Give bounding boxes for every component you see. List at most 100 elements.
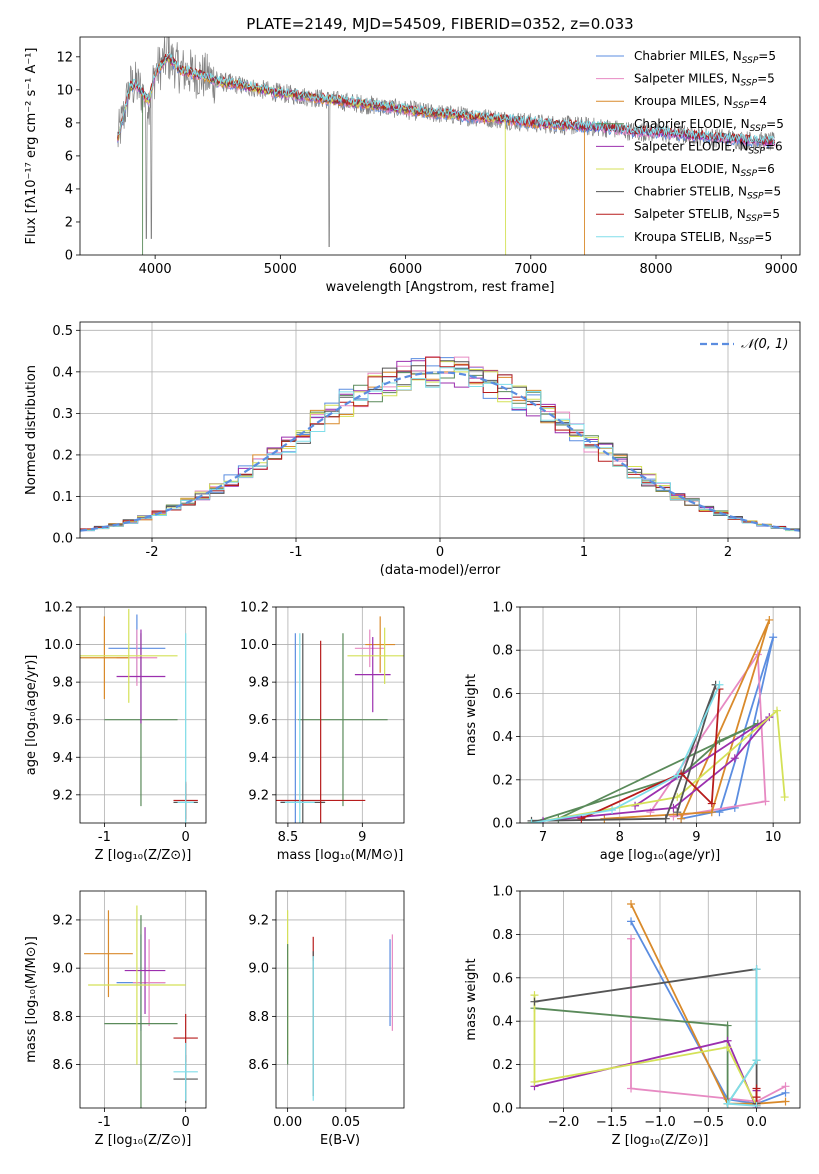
weight-marker [673,808,682,817]
x-tick-label: 7000 [514,262,547,277]
x-tick-label: −2.0 [548,1115,580,1130]
y-tick-label: 0.3 [52,407,73,422]
y-tick-label: 9.4 [52,751,73,766]
x-tick-label: 0 [182,1115,190,1130]
y-tick-label: 9.4 [248,751,269,766]
errorbar-point [132,939,166,1027]
x-tick-label: 8 [616,830,624,845]
weight-marker [761,797,770,806]
legend-label: Chabrier STELIB, NSSP=5 [634,185,781,202]
x-axis-label: Z [log₁₀(Z/Z⊙)] [95,848,192,863]
weight-line-salpeter_miles [649,651,767,818]
y-tick-label: 0.5 [52,324,73,339]
y-tick-label: 12 [56,50,73,65]
weight-line-kroupa_miles [604,619,771,820]
y-tick-label: 0.2 [52,448,73,463]
y-tick-label: 9.2 [248,788,269,803]
axes-residuals: -2 -1 0 1 2 0.0 0.1 0.2 0.3 0.4 0.5 (data-model)/er… [24,321,801,578]
weight-marker [673,771,682,780]
y-tick-label: 10.0 [44,638,73,653]
axes-age_vs_mass: 8.5 9 9.2 9.4 9.6 9.8 10.0 10.2 mass [log₁₀(M/M⊙… [240,601,405,863]
weight-marker [752,1056,761,1065]
weight-marker [600,814,609,823]
y-axis-label: Normed distribution [24,365,39,495]
errorbar-point [104,915,178,1108]
y-tick-label: 9.0 [52,962,73,977]
weight-line-kroupa_stelib [725,969,758,1107]
weight-marker [627,934,636,943]
weight-marker [752,1084,761,1093]
y-tick-label: 1.0 [492,601,513,616]
legend-label: 𝒩(0, 1) [741,337,788,352]
x-tick-label: -2 [146,545,159,560]
errorbar-point [284,633,315,823]
y-tick-label: 8 [65,116,73,131]
y-tick-label: 10.2 [44,601,73,616]
x-axis-label: (data-model)/error [380,563,501,578]
y-tick-label: 9.8 [52,676,73,691]
gridlines [520,890,800,1109]
weight-marker [723,1043,732,1052]
x-tick-label: 0 [436,545,444,560]
y-axis-label: age [log₁₀(age/yr)] [24,655,39,776]
plot-area [287,910,393,1101]
x-tick-label: 6000 [389,262,422,277]
weight-line-kroupa_miles [630,903,786,1105]
y-tick-label: 0 [65,249,73,264]
weight-marker [677,814,686,823]
gridlines [80,891,206,1108]
errorbar-point [116,629,166,724]
axes-frame [79,36,801,256]
y-axis-label: mass [log₁₀(M/M⊙)] [24,936,39,1063]
axes-mass_vs_ebv: 0.00 0.05 8.6 8.8 9.0 9.2 E(B-V) [248,890,405,1148]
weight-marker [769,633,778,642]
weight-line-kroupa_elodie [533,995,758,1107]
x-axis-label: age [log₁₀(age/yr)] [600,848,721,863]
weight-marker [772,706,781,715]
y-tick-label: 0.8 [492,644,513,659]
legend-label: Kroupa ELODIE, NSSP=6 [634,162,775,179]
gridlines [520,606,800,824]
weight-marker [627,1084,636,1093]
x-tick-label: 0.00 [273,1115,302,1130]
y-tick-label: 0.8 [492,928,513,943]
legend-label: Salpeter ELODIE, NSSP=6 [634,139,783,156]
x-tick-label: 0.0 [746,1115,767,1130]
errorbar-point [298,633,388,807]
x-tick-label: −1.5 [596,1115,628,1130]
y-tick-label: 6 [65,149,73,164]
y-tick-label: 0.2 [492,1058,513,1073]
legend-label: Chabrier ELODIE, NSSP=5 [634,117,784,134]
x-tick-label: 9 [692,830,700,845]
errorbar-point [173,1042,198,1101]
y-tick-label: 8.8 [248,1010,269,1025]
axes-frame [79,321,801,539]
errorbar-point [347,627,404,685]
errorbar-point [177,633,194,823]
x-tick-label: 0 [182,830,190,845]
y-tick-label: 0.6 [492,687,513,702]
y-tick-label: 0.0 [492,817,513,832]
weight-marker [530,1077,539,1086]
y-tick-label: 0.0 [492,1102,513,1117]
y-tick-label: 0.4 [492,1015,513,1030]
x-axis-label: mass [log₁₀(M/M⊙)] [277,848,404,863]
weight-marker [707,799,716,808]
x-axis-label: Z [log₁₀(Z/Z⊙)] [612,1133,709,1148]
legend-label: Salpeter STELIB, NSSP=5 [634,207,780,224]
weight-line-chabrier_stelib [531,684,717,822]
weight-marker [765,615,774,624]
weight-marker [752,1101,761,1108]
weight-marker [730,803,739,812]
x-tick-label: -1 [98,830,111,845]
weight-line-chabrier_miles [630,920,786,1105]
y-tick-label: 9.2 [52,913,73,928]
weight-line-salpeter_stelib [581,689,721,820]
errorbar-point [365,616,396,673]
weight-marker [781,1097,790,1106]
errorbar-point [80,616,129,700]
y-tick-label: 9.2 [248,913,269,928]
weight-marker [780,793,789,802]
